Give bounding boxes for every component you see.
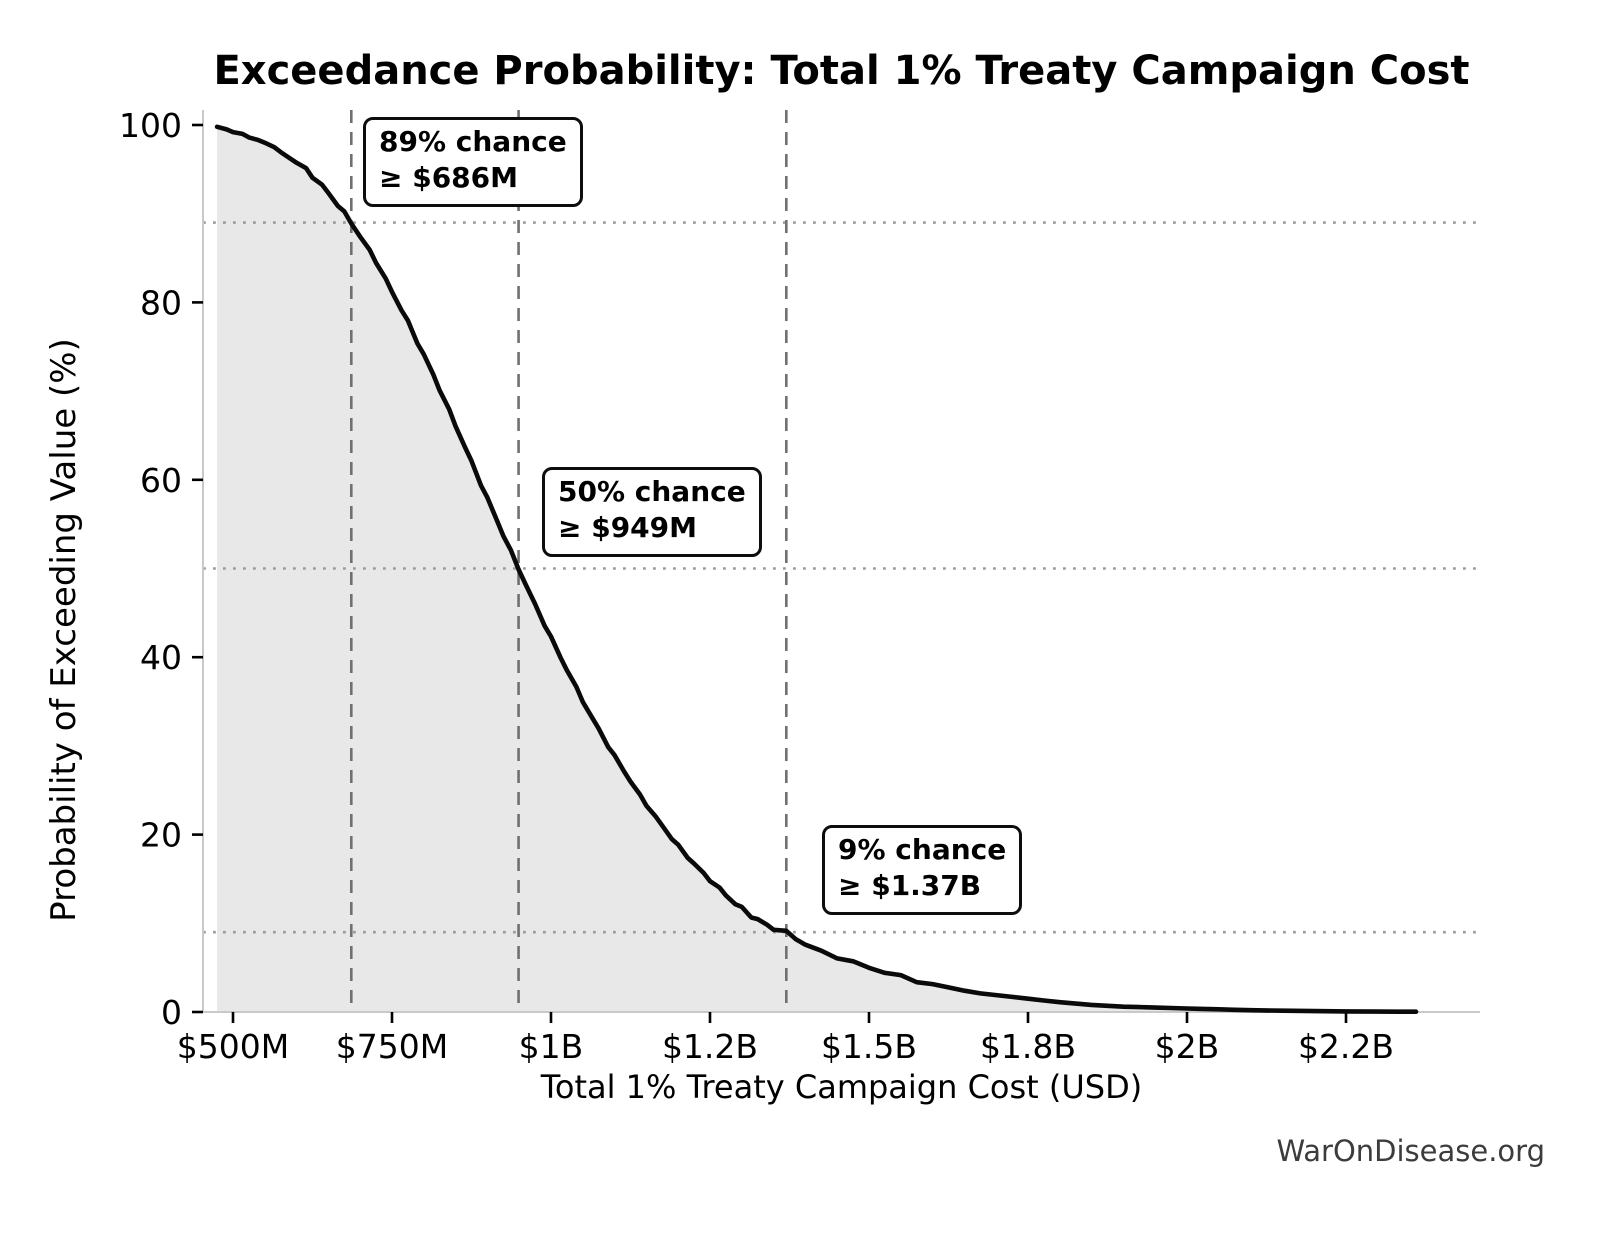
y-tick-label: 60 <box>140 461 182 500</box>
annotation-value-text: ≥ $686M <box>379 161 519 195</box>
annotation-chance-text: 9% chance <box>838 833 1007 866</box>
y-tick-label: 100 <box>119 106 182 145</box>
watermark: WarOnDisease.org <box>1276 1134 1545 1168</box>
x-tick-label: $750M <box>336 1027 448 1066</box>
x-tick-label: $2B <box>1155 1027 1220 1066</box>
y-tick-label: 80 <box>140 283 182 322</box>
y-tick-label: 0 <box>161 993 182 1032</box>
x-tick-label: $500M <box>177 1027 289 1066</box>
annotation-box-50pct: 50% chance ≥ $949M <box>542 467 762 557</box>
x-tick-label: $1.2B <box>662 1027 758 1066</box>
annotation-value-text: ≥ $949M <box>558 511 698 545</box>
x-tick-label: $1.8B <box>980 1027 1076 1066</box>
annotation-box-9pct: 9% chance ≥ $1.37B <box>822 825 1023 915</box>
x-tick-label: $1B <box>519 1027 584 1066</box>
x-axis-label: Total 1% Treaty Campaign Cost (USD) <box>540 1068 1143 1106</box>
annotation-chance-text: 50% chance <box>558 475 746 508</box>
y-tick-label: 40 <box>140 638 182 677</box>
chart-title: Exceedance Probability: Total 1% Treaty … <box>213 48 1470 94</box>
y-tick-label: 20 <box>140 816 182 855</box>
annotation-chance-text: 89% chance <box>379 125 567 158</box>
annotation-value-text: ≥ $1.37B <box>838 869 982 903</box>
x-tick-label: $2.2B <box>1298 1027 1394 1066</box>
annotation-box-89pct: 89% chance ≥ $686M <box>363 117 583 207</box>
exceedance-curve <box>214 124 1419 1014</box>
x-tick-label: $1.5B <box>821 1027 917 1066</box>
curve-area-fill <box>217 126 1417 1013</box>
